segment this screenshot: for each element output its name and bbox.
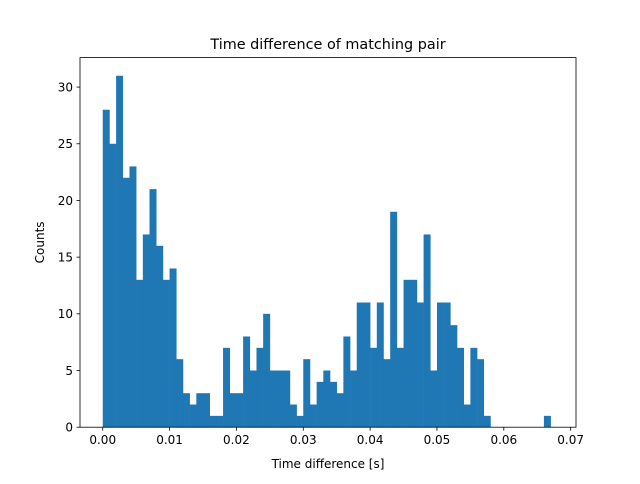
histogram-bar <box>209 415 217 428</box>
y-tick-label: 25 <box>58 137 73 151</box>
histogram-bar <box>149 189 157 428</box>
histogram-bar <box>283 370 291 428</box>
histogram-bar <box>463 404 471 428</box>
histogram-bar <box>202 393 210 428</box>
histogram-bar <box>142 234 150 428</box>
histogram-bar <box>330 381 337 428</box>
x-tick-label: 0.03 <box>290 433 317 447</box>
y-tick-label: 20 <box>58 194 73 208</box>
histogram-bar <box>176 359 184 428</box>
histogram-bar <box>323 370 331 428</box>
histogram-bar <box>343 336 351 428</box>
x-axis-label: Time difference [s] <box>271 457 385 471</box>
x-tick-label: 0.01 <box>156 433 183 447</box>
histogram-bar <box>483 415 491 428</box>
histogram-bar <box>196 393 204 428</box>
y-tick-label: 10 <box>58 307 73 321</box>
histogram-bar <box>129 166 137 428</box>
histogram-bar <box>303 359 311 428</box>
x-tick-label: 0.04 <box>357 433 384 447</box>
histogram-bar <box>109 143 117 428</box>
histogram-bar <box>370 347 378 428</box>
histogram-bar <box>189 404 197 428</box>
histogram-bar <box>309 404 317 428</box>
y-tick-label: 5 <box>65 364 73 378</box>
y-tick-label: 30 <box>58 80 73 94</box>
x-tick-label: 0.00 <box>89 433 116 447</box>
histogram-bar <box>363 302 371 428</box>
histogram-bar <box>156 245 164 428</box>
x-tick-label: 0.05 <box>424 433 451 447</box>
x-tick-label: 0.06 <box>490 433 517 447</box>
histogram-bar <box>116 75 124 428</box>
histogram-bar <box>269 370 277 428</box>
histogram-bar <box>182 393 190 428</box>
chart-title: Time difference of matching pair <box>209 37 445 53</box>
y-axis-label: Counts <box>33 221 47 263</box>
histogram-bar <box>216 415 224 428</box>
histogram-bar <box>376 302 384 428</box>
histogram-bar <box>403 279 411 428</box>
histogram-bar <box>543 415 551 428</box>
histogram-bar <box>296 415 304 428</box>
x-tick-label: 0.02 <box>223 433 250 447</box>
histogram-bar <box>423 234 431 428</box>
histogram-bar <box>276 370 284 428</box>
plot-frame <box>79 57 577 428</box>
histogram-bar <box>249 370 257 428</box>
histogram-bars <box>102 75 551 428</box>
histogram-bar <box>236 393 244 428</box>
histogram-bar <box>457 347 464 428</box>
x-axis-ticks: 0.00 0.01 0.02 0.03 0.04 0.05 0.06 0.07 <box>89 427 584 447</box>
y-tick-label: 0 <box>65 421 73 435</box>
x-tick-label: 0.07 <box>557 433 584 447</box>
histogram-bar <box>356 302 364 428</box>
histogram-bar <box>416 302 424 428</box>
histogram-bar <box>263 313 271 428</box>
y-axis-ticks: 0 5 10 15 20 25 30 <box>58 80 80 435</box>
histogram-bar <box>162 279 170 428</box>
histogram-bar <box>410 279 418 428</box>
histogram-bar <box>256 347 264 428</box>
histogram-bar <box>477 359 485 428</box>
histogram-bar <box>243 336 251 428</box>
histogram-bar <box>169 268 177 428</box>
histogram-bar <box>229 393 237 428</box>
histogram-bar <box>436 302 444 428</box>
histogram-bar <box>122 177 130 428</box>
histogram-bar <box>430 370 438 428</box>
y-tick-label: 15 <box>58 250 73 264</box>
histogram-bar <box>336 393 344 428</box>
histogram-bar <box>396 347 404 428</box>
histogram-bar <box>316 381 324 428</box>
histogram-bar <box>136 279 144 428</box>
histogram-bar <box>223 347 231 428</box>
histogram-bar <box>470 347 478 428</box>
histogram-bar <box>450 325 458 428</box>
histogram-bar <box>383 359 391 428</box>
histogram-bar <box>102 109 110 428</box>
histogram-bar <box>289 404 297 428</box>
histogram-bar <box>350 370 358 428</box>
histogram-bar <box>390 211 398 428</box>
histogram-bar <box>443 302 451 428</box>
